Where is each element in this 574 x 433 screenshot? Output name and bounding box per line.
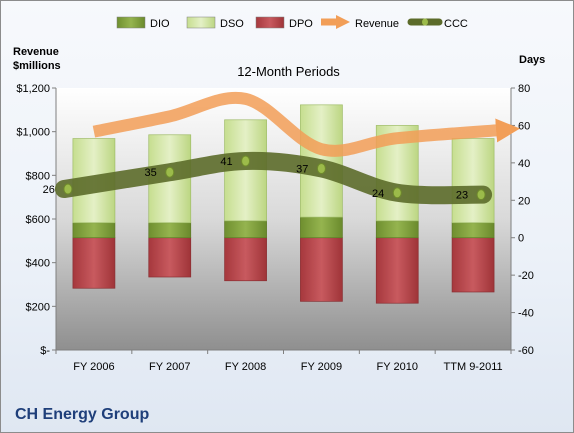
bar-dpo xyxy=(224,237,267,282)
ccc-point xyxy=(241,155,251,167)
left-tick-label: $800 xyxy=(26,170,50,182)
right-tick-label: -60 xyxy=(518,345,534,357)
ccc-data-label: 24 xyxy=(372,188,384,200)
company-name: CH Energy Group xyxy=(15,406,149,423)
ccc-point xyxy=(392,187,402,199)
bar-dio xyxy=(375,220,419,239)
ccc-point xyxy=(476,189,486,201)
ccc-data-label: 41 xyxy=(220,156,232,168)
left-tick-label: $400 xyxy=(26,258,50,270)
right-tick-label: 80 xyxy=(518,83,530,95)
bar-dpo xyxy=(375,237,419,304)
left-tick-label: $600 xyxy=(26,214,50,226)
bar-dso xyxy=(451,138,495,224)
bar-dio xyxy=(224,220,267,239)
right-tick-label: 0 xyxy=(518,233,524,245)
bar-dpo xyxy=(451,237,495,293)
legend-swatch-ccc-point xyxy=(422,18,428,26)
bar-dpo xyxy=(72,237,116,289)
right-tick-label: 20 xyxy=(518,195,530,207)
legend-label-revenue: Revenue xyxy=(355,18,399,30)
ccc-data-label: 23 xyxy=(456,190,468,202)
bar-dio xyxy=(72,222,116,239)
y-left-label-line1: Revenue xyxy=(13,46,59,58)
y-right-label: Days xyxy=(519,54,545,66)
ccc-data-label: 26 xyxy=(43,184,55,196)
legend-swatch-dpo xyxy=(255,16,285,29)
bar-dpo xyxy=(148,237,192,278)
x-tick-label: FY 2007 xyxy=(149,361,190,373)
x-tick-label: FY 2009 xyxy=(301,361,342,373)
x-tick-label: FY 2008 xyxy=(225,361,266,373)
ccc-data-label: 37 xyxy=(296,163,308,175)
legend-swatch-dso xyxy=(186,16,216,29)
x-tick-label: TTM 9-2011 xyxy=(444,361,503,373)
left-tick-label: $200 xyxy=(26,301,50,313)
revenue-line xyxy=(92,91,521,157)
bar-dio xyxy=(300,216,343,239)
legend-label-ccc: CCC xyxy=(444,18,468,30)
ccc-point xyxy=(165,166,175,178)
bar-dpo xyxy=(300,237,343,302)
ccc-line xyxy=(54,151,493,205)
left-tick-label: $1,200 xyxy=(16,83,50,95)
right-tick-label: -40 xyxy=(518,308,534,320)
legend-label-dio: DIO xyxy=(150,18,170,30)
right-tick-label: 60 xyxy=(518,120,530,132)
bar-dio xyxy=(148,222,192,239)
bar-dio xyxy=(451,222,495,239)
legend-label-dpo: DPO xyxy=(289,18,313,30)
chart-title: 12-Month Periods xyxy=(237,64,340,79)
legend-label-dso: DSO xyxy=(220,18,244,30)
ccc-point xyxy=(316,162,326,174)
x-tick-label: FY 2010 xyxy=(377,361,418,373)
legend-swatch-dio xyxy=(116,16,146,29)
ccc-data-label: 35 xyxy=(145,167,157,179)
x-tick-label: FY 2006 xyxy=(73,361,114,373)
left-tick-label: $1,000 xyxy=(16,127,50,139)
right-tick-label: 40 xyxy=(518,158,530,170)
left-tick-label: $- xyxy=(40,345,50,357)
right-tick-label: -20 xyxy=(518,270,534,282)
y-left-label-line2: $millions xyxy=(13,60,61,72)
ccc-point xyxy=(63,183,73,195)
